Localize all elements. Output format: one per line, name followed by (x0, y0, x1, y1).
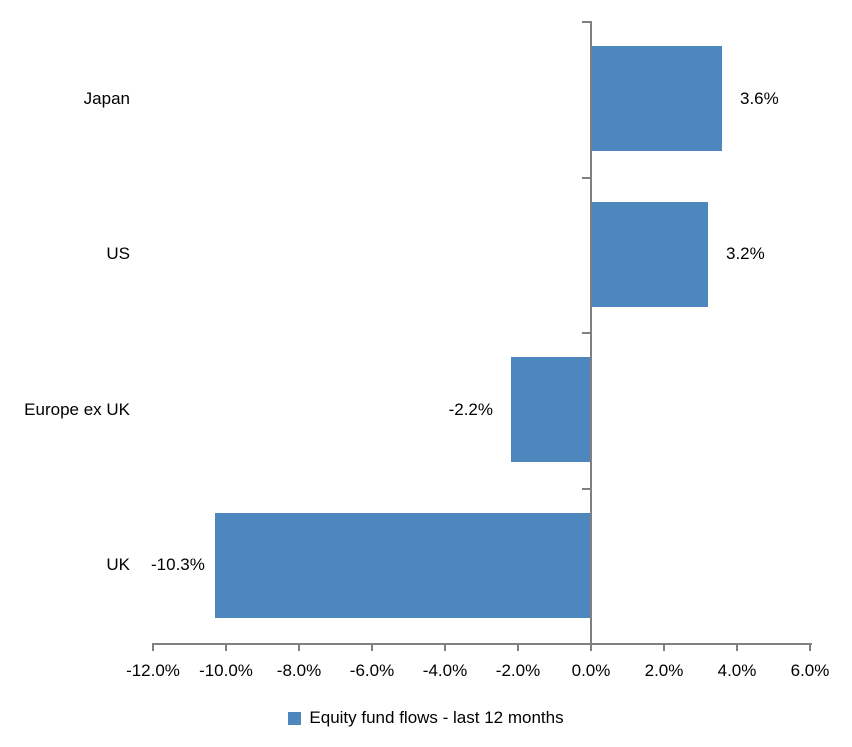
x-axis-tick-label: -12.0% (126, 661, 180, 680)
legend: Equity fund flows - last 12 months (0, 705, 852, 731)
x-axis-tick (736, 643, 738, 651)
x-axis-tick (298, 643, 300, 651)
category-label-uk: UK (106, 555, 130, 574)
bar-uk (215, 513, 591, 618)
data-label-japan: 3.6% (740, 89, 779, 108)
x-axis-tick (371, 643, 373, 651)
x-axis-tick-label: 6.0% (790, 661, 830, 680)
x-axis-tick (663, 643, 665, 651)
x-axis-tick (809, 643, 811, 651)
category-label-japan: Japan (83, 89, 130, 108)
bar-us (591, 202, 708, 307)
x-axis-tick (225, 643, 227, 651)
legend-square-icon (288, 711, 302, 725)
data-label-europe-ex-uk: -2.2% (448, 400, 493, 419)
x-axis-tick-label: 4.0% (717, 661, 757, 680)
x-axis-tick-label: -10.0% (199, 661, 253, 680)
bar-europe-ex-uk (511, 357, 591, 462)
x-axis-tick-label: -4.0% (422, 661, 468, 680)
x-axis-tick (152, 643, 154, 651)
x-axis-line (153, 643, 812, 645)
bar-japan (591, 46, 722, 151)
category-label-europe-ex-uk: Europe ex UK (24, 400, 130, 419)
data-label-us: 3.2% (726, 244, 765, 263)
x-axis-tick-label: -6.0% (349, 661, 395, 680)
category-tick (582, 332, 591, 334)
legend-label: Equity fund flows - last 12 months (309, 708, 564, 727)
x-axis-tick-label: 0.0% (571, 661, 611, 680)
x-axis-tick-label: 2.0% (644, 661, 684, 680)
category-tick (582, 177, 591, 179)
category-tick (582, 488, 591, 490)
x-axis-tick-label: -2.0% (495, 661, 541, 680)
x-axis-tick (517, 643, 519, 651)
x-axis-tick-label: -8.0% (276, 661, 322, 680)
data-label-uk: -10.3% (151, 555, 205, 574)
category-tick (582, 21, 591, 23)
y-axis-line (590, 21, 592, 651)
x-axis-tick (444, 643, 446, 651)
category-label-us: US (106, 244, 130, 263)
